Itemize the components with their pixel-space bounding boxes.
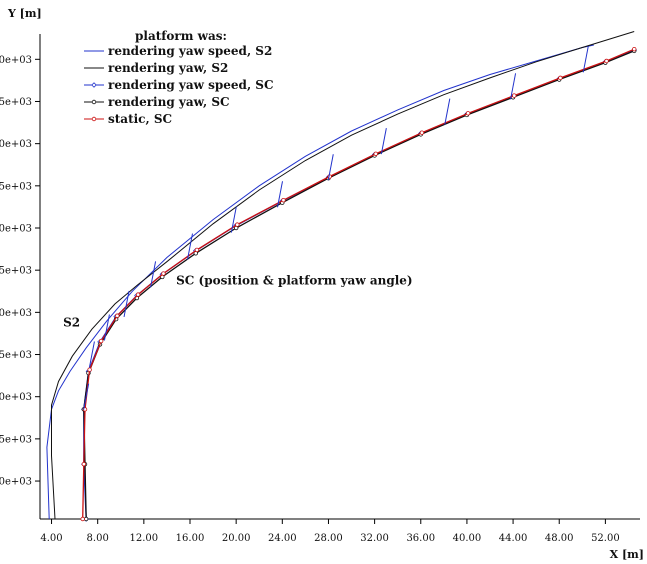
series-point [161,271,166,276]
yaw-mark [327,154,334,181]
yaw-mark [187,233,193,260]
annotations: S2 SC (position & platform yaw angle) [63,274,413,330]
y-tick-label: 2.25e+03 [0,350,32,361]
series-point [632,46,637,52]
x-tick-label: 16.00 [176,533,205,544]
y-tick-label: 2.30e+03 [0,308,32,319]
series-point [194,247,200,253]
series-point [83,516,89,522]
annotation-label: S2 [63,316,80,330]
series-point [512,93,517,98]
plot-area [46,31,637,522]
x-tick-label: 40.00 [453,533,482,544]
series-point [81,461,87,467]
legend-items: rendering yaw speed, S2 rendering yaw, S2… [84,44,274,126]
legend-marker [91,82,97,88]
yaw-mark [277,181,283,208]
x-tick-label: 52.00 [591,533,620,544]
y-tick-label: 2.60e+03 [0,55,32,66]
x-tick-label: 36.00 [406,533,435,544]
yaw-mark [510,73,517,100]
series-line-1 [51,31,635,520]
series-point [419,130,425,135]
series-point [281,197,286,203]
y-axis-title: Y [m] [7,7,42,20]
yaw-mark [582,46,589,73]
y-tick-label: 2.15e+03 [0,434,32,445]
yaw-marks-layer [83,46,589,410]
yaw-mark [83,383,90,410]
y-tick-label: 2.10e+03 [0,477,32,488]
yaw-mark [103,314,110,341]
series-point [373,151,378,156]
yaw-mark [88,341,95,368]
x-axis-title: X [m] [610,548,644,561]
x-tick-label: 8.00 [87,533,109,544]
yaw-mark [230,206,237,233]
series-point [558,75,563,81]
legend-label: static, SC [108,112,172,126]
series-point [465,111,471,116]
legend: platform was: rendering yaw speed, S2ren… [84,29,274,126]
series-point [135,292,141,297]
x-tick-label: 44.00 [499,533,528,544]
yaw-mark [380,128,387,155]
y-tick-label: 2.35e+03 [0,266,32,277]
y-tick-label: 2.40e+03 [0,224,32,235]
series-point [80,516,85,522]
legend-label: rendering yaw speed, S2 [108,44,272,58]
series-point [87,367,92,372]
axes: 4.00 8.00 12.00 16.00 20.00 24.00 28.00 32.00 36… [0,7,644,561]
series-point [115,313,120,318]
legend-label: rendering yaw, SC [108,95,230,109]
y-tick-label: 2.20e+03 [0,392,32,403]
x-tick-label: 24.00 [268,533,297,544]
y-tick-label: 2.55e+03 [0,97,32,108]
legend-label: rendering yaw speed, SC [108,78,274,92]
yaw-mark [123,290,130,318]
legend-label: rendering yaw, S2 [108,61,228,75]
y-ticks: 2.10e+03 2.15e+03 2.20e+03 2.25e+03 2.30e+03… [0,55,40,488]
yaw-mark [444,98,451,125]
series-point [604,58,609,64]
x-tick-label: 12.00 [130,533,159,544]
x-tick-label: 32.00 [360,533,389,544]
legend-marker [91,99,97,105]
y-tick-label: 2.45e+03 [0,181,32,192]
legend-title: platform was: [135,29,227,43]
series-point [98,338,104,344]
y-tick-label: 2.50e+03 [0,139,32,150]
series-line-0 [46,44,594,520]
x-ticks: 4.00 8.00 12.00 16.00 20.00 24.00 28.00 32.00 36… [40,519,620,544]
yaw-mark [150,261,157,288]
x-tick-label: 20.00 [222,533,251,544]
annotation-label: SC (position & platform yaw angle) [176,274,412,288]
x-tick-label: 4.00 [40,533,62,544]
series-layer [46,31,637,522]
x-tick-label: 48.00 [545,533,574,544]
legend-marker [91,116,97,122]
x-tick-label: 28.00 [314,533,343,544]
series-point [235,222,240,227]
